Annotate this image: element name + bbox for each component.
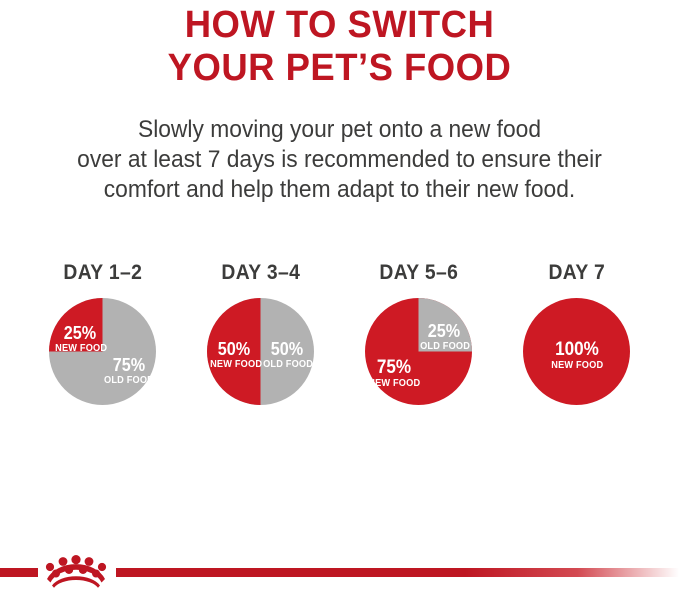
pie-chart-day-5-6: DAY 5–6 25% OLD FOOD 75% NEW FOOD — [340, 262, 498, 405]
footer — [0, 546, 679, 594]
crown-icon — [41, 555, 111, 588]
pie-slice-new-food — [49, 298, 103, 352]
pie-slice-new-food — [207, 298, 261, 405]
pie-svg — [49, 298, 156, 405]
crown-icon-svg — [45, 555, 107, 588]
pie-graphic: 100% NEW FOOD — [523, 298, 630, 405]
pie-chart-day-3-4: DAY 3–4 50% NEW FOOD 50% OLD FOOD — [182, 262, 340, 405]
intro-line-1: Slowly moving your pet onto a new food — [137, 116, 542, 143]
footer-rule-right — [116, 568, 679, 577]
pie-graphic: 25% OLD FOOD 75% NEW FOOD — [365, 298, 472, 405]
pie-day-label: DAY 3–4 — [221, 261, 300, 284]
title-line-2: YOUR PET’S FOOD — [167, 47, 512, 89]
transition-schedule-chart-row: DAY 1–2 25% NEW FOOD 75% OLD FOOD DAY 3–… — [0, 262, 679, 452]
pie-day-label: DAY 7 — [548, 261, 605, 284]
pie-slice-old-food — [418, 298, 472, 352]
pie-chart-day-7: DAY 7 100% NEW FOOD — [498, 262, 656, 405]
intro-paragraph: Slowly moving your pet onto a new food o… — [0, 115, 679, 205]
pie-svg — [207, 298, 314, 405]
footer-rule-left — [0, 568, 38, 577]
pie-day-label: DAY 1–2 — [63, 261, 142, 284]
page-title: HOW TO SWITCH YOUR PET’S FOOD — [0, 4, 679, 90]
pie-slice-new-food — [523, 298, 630, 405]
pie-svg — [523, 298, 630, 405]
pie-svg — [365, 298, 472, 405]
title-line-1: HOW TO SWITCH — [184, 4, 495, 46]
pie-day-label: DAY 5–6 — [379, 261, 458, 284]
intro-line-3: comfort and help them adapt to their new… — [103, 176, 576, 203]
pie-graphic: 25% NEW FOOD 75% OLD FOOD — [49, 298, 156, 405]
pie-chart-day-1-2: DAY 1–2 25% NEW FOOD 75% OLD FOOD — [24, 262, 182, 405]
pie-graphic: 50% NEW FOOD 50% OLD FOOD — [207, 298, 314, 405]
intro-line-2: over at least 7 days is recommended to e… — [77, 146, 602, 173]
